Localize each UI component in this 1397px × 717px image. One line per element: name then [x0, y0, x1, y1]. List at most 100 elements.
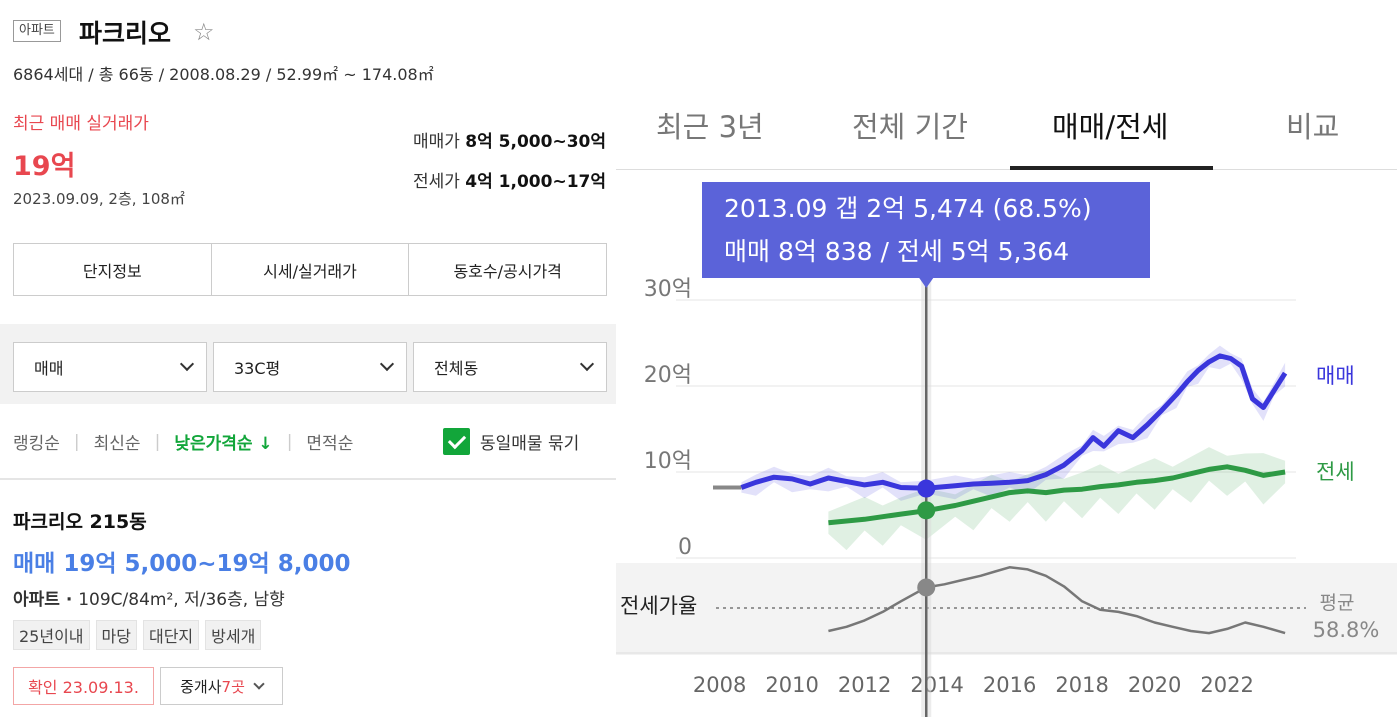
jeonse-ratio-line	[828, 566, 1286, 635]
complex-detail-panel: 아파트 파크리오 ☆ 6864세대 / 총 66동 / 2008.08.29 /…	[0, 0, 616, 717]
chart-period-tabs: 최근 3년 전체 기간 매매/전세 비교	[616, 90, 1397, 170]
average-value: 58.8%	[1313, 618, 1380, 642]
x-tick-label: 2020	[1128, 673, 1181, 697]
tooltip-pointer	[919, 278, 934, 288]
listing-spec: 109C/84m², 저/36층, 남향	[78, 590, 285, 610]
building-select[interactable]: 전체동	[413, 342, 607, 392]
trade-type-value: 매매	[34, 359, 64, 378]
price-range-bands	[741, 345, 1286, 551]
sale-range-label: 매매가	[412, 132, 460, 152]
sale-range-value: 8억 5,000~30억	[465, 132, 606, 152]
property-type-badge: 아파트	[13, 20, 61, 42]
jeonse-series-label: 전세	[1316, 460, 1355, 484]
recent-sale-detail: 2023.09.09, 2층, 108㎡	[13, 190, 185, 208]
y-tick-label: 20억	[644, 363, 692, 388]
hover-cursor	[917, 280, 936, 717]
tab-sale-jeonse[interactable]: 매매/전세	[1052, 110, 1169, 144]
jeonse-range-value: 4억 1,000~17억	[465, 172, 606, 192]
sale-series-label: 매매	[1316, 364, 1355, 388]
sort-ranking[interactable]: 랭킹순	[13, 434, 60, 454]
x-tick-label: 2022	[1200, 673, 1253, 697]
jeonse-price-range: 전세가 4억 1,000~17억	[413, 167, 606, 192]
sort-newest[interactable]: 최신순	[93, 434, 141, 454]
recent-sale-price: 19억	[13, 151, 76, 182]
divider	[0, 478, 616, 480]
tab-compare[interactable]: 비교	[1286, 110, 1340, 144]
hover-tooltip: 2013.09 갭 2억 5,474 (68.5%) 매매 8억 838 / 전세…	[702, 182, 1150, 288]
price-chart-panel: 최근 3년 전체 기간 매매/전세 비교 30억 20억 10억 0 2008 2010…	[616, 0, 1397, 717]
tab-recent-3-years[interactable]: 최근 3년	[656, 110, 764, 144]
x-tick-label: 2008	[693, 673, 746, 697]
ratio-point-marker	[917, 578, 936, 597]
y-tick-label: 0	[678, 535, 692, 560]
x-tick-label: 2012	[838, 673, 891, 697]
tab-all-period[interactable]: 전체 기간	[852, 110, 968, 144]
broker-count: 7곳	[221, 677, 245, 696]
chevron-down-icon	[253, 677, 265, 690]
y-axis-ticks: 30억 20억 10억 0	[644, 277, 692, 560]
building-value: 전체동	[434, 359, 479, 378]
tab-unit-public-price[interactable]: 동호수/공시가격	[453, 261, 562, 281]
trade-type-select[interactable]: 매매	[13, 342, 207, 392]
jeonse-point-marker	[917, 501, 936, 520]
ratio-area-background	[616, 563, 1397, 655]
jeonse-range-label: 전세가	[412, 172, 460, 192]
favorite-star-icon[interactable]: ☆	[193, 18, 215, 46]
sort-divider: |	[73, 431, 80, 452]
x-tick-label: 2018	[1055, 673, 1108, 697]
x-tick-label: 2010	[765, 673, 818, 697]
sort-divider: |	[286, 431, 293, 452]
sale-point-marker	[917, 479, 936, 498]
listing-tag: 대단지	[142, 620, 200, 650]
chevron-down-icon	[379, 356, 395, 372]
jeonse-ratio-label: 전세가율	[620, 594, 697, 618]
complex-summary: 6864세대 / 총 66동 / 2008.08.29 / 52.99㎡ ~ 1…	[13, 65, 434, 84]
sort-area[interactable]: 면적순	[306, 434, 354, 454]
tab-complex-info[interactable]: 단지정보	[14, 244, 212, 295]
listing-tag: 25년이내	[13, 620, 90, 650]
tab-price-transactions[interactable]: 시세/실거래가	[212, 244, 410, 295]
listing-tag: 방세개	[205, 620, 262, 650]
broker-dropdown-button[interactable]: 중개사 7곳	[160, 667, 283, 705]
tooltip-box	[702, 182, 1150, 278]
group-same-label: 동일매물 묶기	[480, 434, 580, 454]
y-tick-label: 30억	[644, 277, 692, 302]
jeonse-ratio-lines: 전세가율 평균 58.8%	[620, 566, 1380, 642]
y-tick-label: 10억	[644, 449, 692, 474]
jeonse-line	[828, 464, 1286, 526]
x-axis-ticks: 2008 2010 2012 2014 2016 2018 2020 2022	[693, 673, 1254, 697]
chevron-down-icon	[179, 356, 195, 372]
sort-divider: |	[154, 431, 161, 452]
x-tick-label: 2014	[910, 673, 963, 697]
x-tick-label: 2016	[983, 673, 1036, 697]
listing-info: 아파트 · 109C/84m², 저/36층, 남향	[13, 585, 285, 610]
broker-label: 중개사	[180, 677, 222, 696]
complex-name: 파크리오	[79, 19, 172, 48]
sort-lowest-price[interactable]: 낮은가격순 ↓	[174, 434, 273, 454]
listing-title[interactable]: 파크리오 215동	[13, 511, 147, 533]
tooltip-line-2: 매매 8억 838 / 전세 5억 5,364	[724, 237, 1069, 266]
tooltip-line-1: 2013.09 갭 2억 5,474 (68.5%)	[724, 194, 1092, 223]
price-lines	[713, 353, 1288, 526]
listing-tag: 마당	[95, 620, 137, 650]
listing-tags: 25년이내 마당 대단지 방세개	[13, 620, 262, 650]
sale-price-range: 매매가 8억 5,000~30억	[413, 127, 606, 152]
chevron-down-icon	[579, 356, 595, 372]
area-type-select[interactable]: 33C평	[213, 342, 407, 392]
checkbox-checked-icon[interactable]	[443, 428, 470, 455]
area-type-value: 33C평	[234, 359, 281, 378]
confirmed-date-badge: 확인 23.09.13.	[13, 667, 154, 705]
listing-type: 아파트 ·	[13, 590, 79, 610]
detail-tabs: 단지정보 시세/실거래가 동호수/공시가격	[13, 243, 607, 296]
sale-line	[740, 353, 1288, 491]
listing-price: 매매 19억 5,000~19억 8,000	[13, 551, 351, 577]
active-tab-indicator	[1010, 166, 1213, 170]
jeonse-range-band	[828, 447, 1286, 551]
average-label: 평균	[1320, 592, 1355, 614]
group-same-listings-toggle[interactable]: 동일매물 묶기	[443, 428, 579, 455]
sort-options: 랭킹순 | 최신순 | 낮은가격순 ↓ | 면적순	[13, 429, 354, 455]
chart-grid	[616, 299, 1397, 655]
recent-sale-label: 최근 매매 실거래가	[13, 114, 149, 134]
